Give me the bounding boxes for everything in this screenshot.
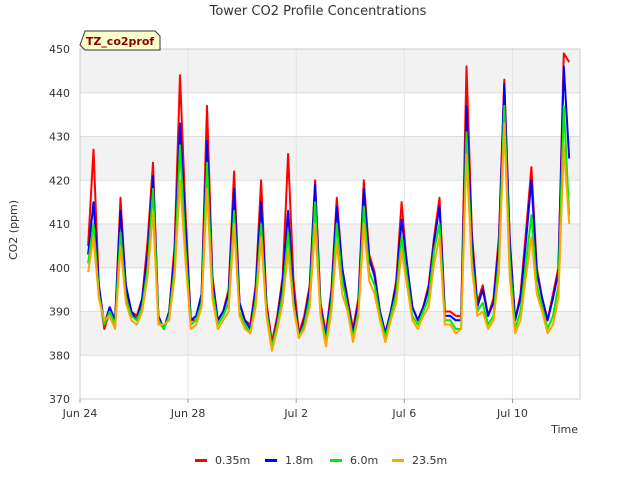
y-axis: 370 380 390 400 410 420 430 440 450: [49, 43, 70, 406]
badge-label: TZ_co2prof: [86, 35, 155, 48]
legend-swatch: [195, 459, 207, 462]
x-tick-label: Jun 28: [170, 407, 206, 420]
series-line-6-0m: [87, 104, 571, 348]
legend-swatch: [392, 459, 404, 462]
legend-label: 0.35m: [215, 454, 250, 467]
legend-label: 1.8m: [285, 454, 313, 467]
plot-band: [80, 49, 580, 93]
legend-item[interactable]: 23.5m: [392, 454, 447, 467]
x-tick-label: Jul 6: [391, 407, 416, 420]
series-line-23-5m: [87, 122, 571, 352]
y-tick-label: 420: [49, 174, 70, 187]
y-tick-label: 380: [49, 349, 70, 362]
legend-item[interactable]: 6.0m: [330, 454, 378, 467]
legend-item[interactable]: 0.35m: [195, 454, 250, 467]
legend: 0.35m 1.8m 6.0m 23.5m: [195, 454, 447, 467]
legend-swatch: [330, 459, 342, 462]
plot-border: [79, 48, 581, 400]
legend-item[interactable]: 1.8m: [265, 454, 313, 467]
chart-badge: TZ_co2prof: [79, 30, 161, 51]
y-axis-title: CO2 (ppm): [7, 200, 20, 260]
y-tick-label: 430: [49, 131, 70, 144]
chart-title: Tower CO2 Profile Concentrations: [209, 4, 427, 19]
y-tick-label: 370: [49, 393, 70, 406]
y-tick-label: 440: [49, 87, 70, 100]
y-tick-label: 400: [49, 262, 70, 275]
x-axis-title: Time: [550, 423, 578, 436]
x-tick-label: Jun 24: [62, 407, 98, 420]
x-tick-label: Jul 2: [283, 407, 308, 420]
y-tick-label: 410: [49, 218, 70, 231]
legend-label: 6.0m: [350, 454, 378, 467]
legend-label: 23.5m: [412, 454, 447, 467]
legend-swatch: [265, 459, 277, 462]
x-tick-label: Jul 10: [496, 407, 528, 420]
y-tick-label: 450: [49, 43, 70, 56]
x-axis: Jun 24 Jun 28 Jul 2 Jul 6 Jul 10: [62, 399, 528, 420]
y-tick-label: 390: [49, 306, 70, 319]
plot-band: [80, 136, 580, 181]
series-lines: [87, 52, 571, 352]
